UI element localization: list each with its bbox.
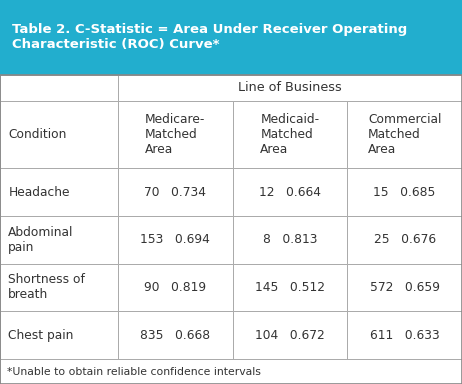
Text: 835   0.668: 835 0.668 (140, 329, 210, 342)
Text: Headache: Headache (8, 185, 70, 199)
Bar (0, 168, 118, 216)
Text: Medicare-
Matched
Area: Medicare- Matched Area (145, 113, 205, 156)
Bar (0, 311, 118, 359)
Bar (0, 75, 118, 101)
Text: 8   0.813: 8 0.813 (262, 233, 317, 246)
Bar (232, 311, 347, 359)
Text: 145   0.512: 145 0.512 (255, 281, 325, 294)
Bar (118, 75, 462, 101)
Text: 153   0.694: 153 0.694 (140, 233, 210, 246)
Text: Commercial
Matched
Area: Commercial Matched Area (368, 113, 441, 156)
Bar (347, 216, 462, 264)
Bar (0, 359, 462, 384)
Text: 90   0.819: 90 0.819 (144, 281, 206, 294)
Bar (118, 101, 232, 168)
Bar (0, 0, 462, 75)
Text: 104   0.672: 104 0.672 (255, 329, 325, 342)
Text: Chest pain: Chest pain (8, 329, 74, 342)
Text: *Unable to obtain reliable confidence intervals: *Unable to obtain reliable confidence in… (7, 366, 261, 377)
Text: 12   0.664: 12 0.664 (259, 185, 321, 199)
Text: Table 2. C-Statistic = Area Under Receiver Operating
Characteristic (ROC) Curve*: Table 2. C-Statistic = Area Under Receiv… (12, 23, 407, 51)
Text: 611   0.633: 611 0.633 (370, 329, 439, 342)
Bar (0, 75, 462, 384)
Bar (118, 311, 232, 359)
Bar (347, 311, 462, 359)
Bar (0, 216, 118, 264)
Text: 25   0.676: 25 0.676 (374, 233, 436, 246)
Bar (232, 264, 347, 311)
Bar (0, 101, 118, 168)
Bar (232, 168, 347, 216)
Bar (347, 264, 462, 311)
Text: Line of Business: Line of Business (238, 81, 342, 94)
Text: Abdominal
pain: Abdominal pain (8, 226, 74, 254)
Text: 15   0.685: 15 0.685 (373, 185, 436, 199)
Text: 572   0.659: 572 0.659 (370, 281, 440, 294)
Bar (118, 216, 232, 264)
Bar (0, 264, 118, 311)
Bar (347, 101, 462, 168)
Bar (118, 168, 232, 216)
Bar (232, 101, 347, 168)
Text: Shortness of
breath: Shortness of breath (8, 273, 85, 301)
Text: 70   0.734: 70 0.734 (144, 185, 206, 199)
Text: Medicaid-
Matched
Area: Medicaid- Matched Area (260, 113, 319, 156)
Bar (232, 216, 347, 264)
Bar (0, 75, 462, 359)
Bar (118, 264, 232, 311)
Bar (347, 168, 462, 216)
Text: Condition: Condition (8, 128, 67, 141)
